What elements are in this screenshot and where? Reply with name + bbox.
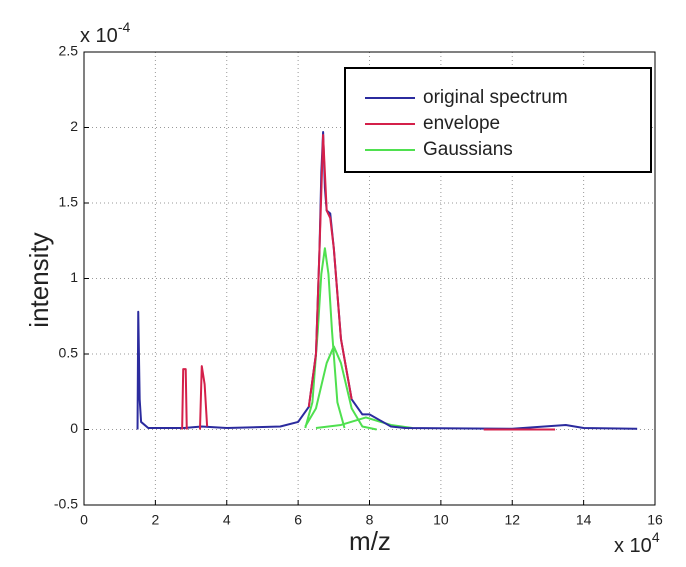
x-tick-label: 8 <box>366 512 374 528</box>
x-tick-label: 0 <box>80 512 88 528</box>
legend <box>344 67 652 173</box>
x-tick-label: 6 <box>294 512 302 528</box>
x-multiplier: x 104 <box>614 529 660 557</box>
plot-area <box>83 51 656 506</box>
legend-label: Gaussians <box>423 139 513 160</box>
x-multiplier-exponent: 4 <box>652 529 660 545</box>
y-tick-label: 0 <box>70 420 78 436</box>
y-multiplier: x 10-4 <box>80 19 130 47</box>
y-tick-label: -0.5 <box>54 496 78 512</box>
y-tick-label: 1.5 <box>59 194 79 210</box>
series-line <box>181 134 556 431</box>
legend-label: original spectrum <box>423 87 568 108</box>
y-tick-label: 0.5 <box>59 345 79 361</box>
y-multiplier-base: x 10 <box>80 25 118 47</box>
x-axis-label: m/z <box>349 526 391 556</box>
x-tick-label: 4 <box>223 512 231 528</box>
y-tick-label: 1 <box>70 269 78 285</box>
x-tick-label: 2 <box>151 512 159 528</box>
x-multiplier-base: x 10 <box>614 535 652 557</box>
x-tick-label: 14 <box>576 512 592 528</box>
series-line <box>304 247 413 431</box>
y-tick-label: 2 <box>70 118 78 134</box>
x-tick-label: 16 <box>647 512 663 528</box>
x-tick-label: 10 <box>433 512 449 528</box>
y-tick-label: 2.5 <box>59 43 79 59</box>
legend-label: envelope <box>423 113 500 134</box>
x-tick-label: 12 <box>504 512 520 528</box>
y-axis-label: intensity <box>24 232 54 327</box>
y-multiplier-exponent: -4 <box>118 19 131 35</box>
